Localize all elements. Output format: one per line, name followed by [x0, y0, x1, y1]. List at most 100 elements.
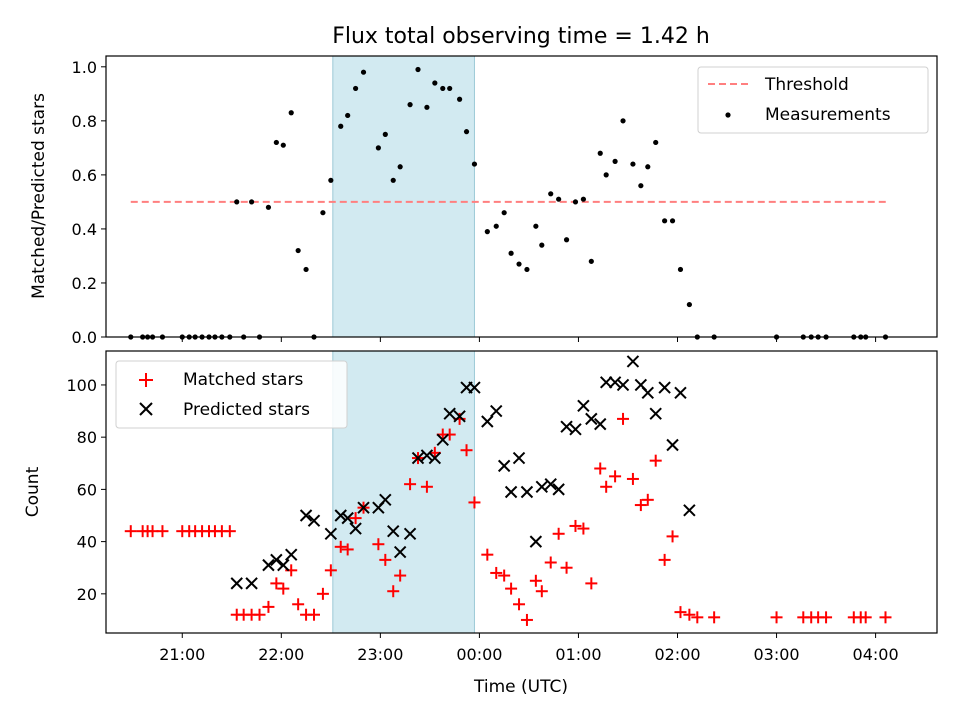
predicted-point — [626, 355, 640, 368]
matched-point — [641, 493, 654, 506]
measurement-point — [524, 266, 530, 273]
legend-predicted-marker — [139, 402, 153, 416]
measurement-point — [390, 177, 396, 183]
measurement-point — [645, 164, 651, 170]
measurement-point — [265, 204, 272, 210]
measurement-point — [360, 69, 367, 75]
matched-point — [552, 527, 565, 540]
matched-point — [277, 582, 290, 595]
measurement-point — [345, 112, 351, 119]
count-legend-box — [115, 360, 348, 429]
predicted-point — [436, 433, 449, 446]
matched-point — [535, 585, 548, 598]
x-tick-label: 22:00 — [258, 645, 304, 664]
predicted-point — [552, 483, 565, 496]
x-tick-label: 21:00 — [159, 645, 205, 664]
matched-point — [124, 525, 137, 538]
measurement-point — [407, 102, 413, 108]
predicted-point — [307, 514, 321, 527]
measurement-point — [563, 237, 570, 243]
legend-threshold-label: Threshold — [764, 75, 849, 95]
measurement-point — [612, 158, 618, 164]
measurement-point — [677, 266, 684, 273]
measurement-point — [432, 80, 438, 86]
predicted-point — [262, 558, 275, 572]
count-legend: Matched stars Predicted stars — [115, 360, 348, 429]
matched-point — [324, 564, 337, 577]
matched-point — [513, 598, 526, 611]
measurement-point — [597, 150, 603, 156]
measurement-point — [375, 145, 381, 151]
predicted-point — [349, 522, 362, 535]
predicted-point — [641, 386, 654, 399]
x-tick-label: 00:00 — [456, 645, 502, 664]
x-axis-label: Time (UTC) — [473, 677, 568, 697]
matched-point — [307, 608, 320, 621]
predicted-point — [324, 527, 338, 540]
predicted-point — [428, 451, 442, 465]
matched-point — [292, 598, 305, 611]
legend-measurements-label: Measurements — [765, 105, 891, 125]
measurement-point — [382, 131, 388, 137]
matched-point — [372, 538, 385, 551]
measurement-point — [415, 66, 421, 73]
measurement-point — [484, 229, 490, 235]
predicted-point — [569, 423, 582, 436]
matched-point — [262, 600, 275, 613]
count-panel-frame — [105, 350, 938, 634]
matched-point — [820, 611, 833, 624]
measurement-point — [653, 139, 659, 146]
chart-title: Flux total observing time = 1.42 h — [332, 24, 710, 49]
predicted-point — [585, 412, 598, 426]
y-tick-label: 20 — [77, 585, 97, 604]
matched-point — [658, 553, 671, 566]
y-tick-label: 0.2 — [72, 274, 97, 293]
predicted-point — [277, 558, 290, 572]
matched-point — [379, 553, 392, 566]
observing-span-shade — [332, 55, 475, 338]
predicted-point — [393, 545, 407, 559]
predicted-point — [230, 577, 243, 590]
measurement-point — [440, 85, 446, 92]
y-tick-label: 100 — [66, 376, 97, 395]
matched-point — [600, 480, 613, 493]
y-tick-label: 1.0 — [72, 58, 97, 77]
matched-point — [585, 577, 598, 590]
measurement-point — [352, 85, 359, 92]
matched-point — [468, 496, 481, 509]
x-tick-label: 02:00 — [654, 645, 700, 664]
matched-point — [316, 587, 329, 600]
matched-point — [498, 569, 511, 582]
matched-point — [691, 611, 704, 624]
matched-point — [529, 574, 542, 587]
measurement-point — [456, 96, 463, 102]
matched-point — [349, 512, 362, 525]
predicted-point — [453, 410, 466, 423]
predicted-point — [490, 404, 503, 418]
predicted-point — [420, 449, 434, 462]
measurement-point — [320, 210, 326, 216]
y-axis-label-ratio: Matched/Predicted stars — [29, 93, 49, 299]
legend-matched-label: Matched stars — [183, 370, 303, 390]
measurement-point — [516, 261, 522, 267]
matched-point — [634, 499, 647, 512]
measurement-point — [295, 247, 301, 254]
legend-predicted-label: Predicted stars — [183, 400, 310, 420]
observing-span-shade — [332, 350, 475, 634]
x-tick-label: 23:00 — [357, 645, 403, 664]
matched-point — [460, 444, 473, 457]
matched-point — [387, 585, 400, 598]
predicted-point — [658, 381, 671, 394]
ratio-panel: 0.0 0.2 0.4 0.6 0.8 1.0 Matched/Predicted sta… — [29, 55, 938, 347]
measurement-point — [572, 199, 579, 205]
predicted-point — [379, 493, 392, 507]
matched-point — [770, 611, 783, 624]
predicted-point — [666, 438, 679, 452]
matched-point — [443, 428, 456, 441]
matched-point — [404, 478, 417, 491]
y-axis-label-count: Count — [23, 466, 43, 517]
series-measurements — [128, 66, 889, 340]
x-tick-label: 01:00 — [555, 645, 601, 664]
matched-point — [674, 606, 687, 619]
